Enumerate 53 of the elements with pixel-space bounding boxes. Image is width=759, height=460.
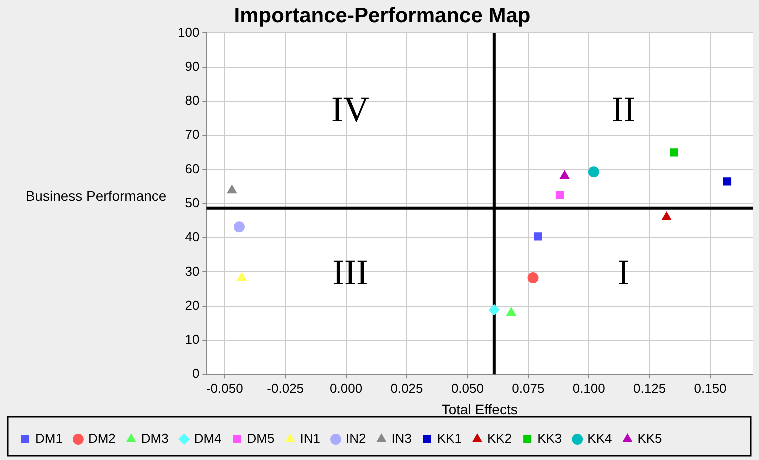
annotation: II	[612, 89, 636, 130]
point	[723, 178, 732, 186]
point	[234, 222, 245, 233]
x-tick-label: 0.050	[451, 380, 484, 396]
x-tick-label: 0.025	[390, 380, 424, 396]
y-tick-label: 20	[185, 298, 200, 313]
x-tick-label: -0.050	[206, 380, 244, 396]
legend-label: DM4	[194, 431, 222, 446]
point	[670, 148, 678, 157]
annotation: I	[618, 252, 630, 292]
point	[237, 272, 247, 281]
y-tick-label: 90	[185, 58, 200, 74]
y-tick-label: 30	[185, 264, 200, 279]
point	[528, 272, 539, 284]
legend-label: IN3	[392, 431, 412, 446]
x-tick-label: 0.125	[634, 380, 666, 396]
annotation: III	[332, 252, 369, 292]
y-tick-label: 70	[185, 127, 200, 142]
y-axis-title: Business Performance	[26, 188, 167, 204]
point	[488, 304, 500, 316]
point	[588, 166, 600, 178]
legend-label: IN1	[300, 431, 320, 446]
chart-title: Importance-Performance Map	[234, 4, 531, 28]
x-tick-label: 0.000	[330, 380, 363, 396]
legend-label: KK2	[488, 431, 512, 446]
legend-label: KK4	[588, 431, 612, 446]
legend-label: DM1	[36, 431, 63, 446]
legend-label: KK5	[638, 431, 662, 446]
legend-label: DM5	[247, 431, 275, 446]
y-tick-label: 0	[192, 366, 200, 382]
x-tick-label: 0.100	[572, 380, 606, 396]
y-tick-label: 10	[185, 332, 200, 348]
x-tick-label: 0.075	[512, 380, 545, 396]
legend-label: DM2	[88, 431, 116, 446]
point	[560, 170, 570, 180]
point	[227, 185, 238, 194]
y-tick-label: 60	[185, 161, 200, 176]
y-tick-label: 40	[185, 230, 200, 245]
y-tick-label: 80	[185, 93, 200, 108]
point	[534, 232, 542, 241]
y-tick-label: 50	[185, 195, 200, 210]
legend-label: KK1	[437, 431, 462, 446]
point	[506, 308, 516, 316]
point	[556, 190, 564, 200]
x-axis-title: Total Effects	[442, 401, 518, 418]
legend-label: DM3	[141, 431, 169, 446]
legend-label: KK3	[538, 431, 562, 446]
point	[662, 212, 672, 221]
x-tick-label: 0.150	[694, 380, 727, 396]
legend-label: IN2	[346, 431, 366, 446]
annotation: IV	[332, 89, 370, 130]
y-tick-label: 100	[178, 24, 200, 40]
x-tick-label: -0.025	[267, 380, 304, 396]
